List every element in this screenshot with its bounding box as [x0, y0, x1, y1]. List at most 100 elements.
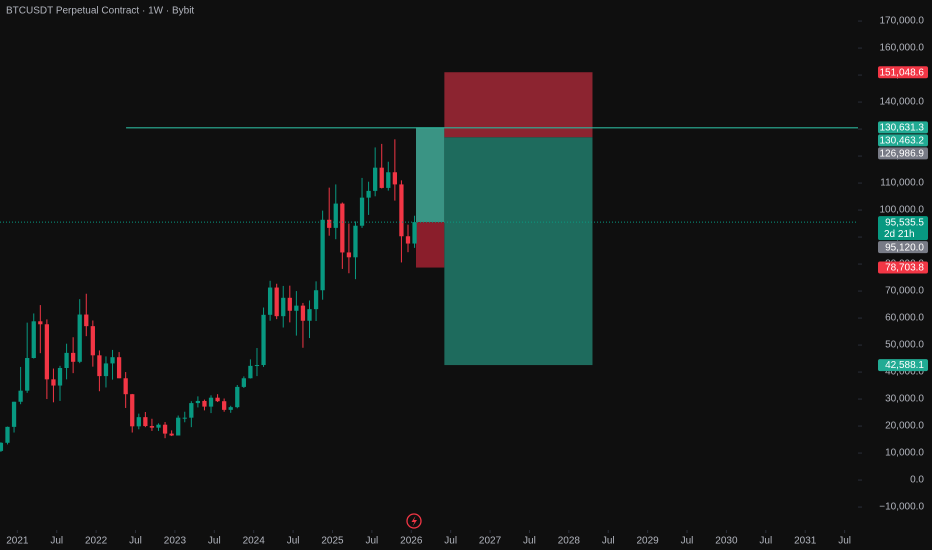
- chart-title: BTCUSDT Perpetual Contract · 1W · Bybit: [6, 6, 194, 17]
- candle-body: [313, 290, 319, 310]
- y-tick-label: 60,000.0: [885, 313, 924, 324]
- y-tick-label: 70,000.0: [885, 286, 924, 297]
- candle-body: [327, 219, 332, 228]
- x-tick-label: 2022: [85, 536, 108, 547]
- candle-body: [57, 368, 63, 386]
- y-tick-label: 30,000.0: [885, 394, 924, 405]
- candle-body: [64, 352, 69, 369]
- x-tick-label: Jul: [50, 536, 63, 547]
- candle-body: [84, 314, 89, 327]
- candle-body: [412, 222, 417, 244]
- price-label-box: [878, 66, 928, 79]
- x-tick-label: Jul: [838, 536, 851, 547]
- candle-body: [261, 314, 266, 366]
- candle-body: [176, 417, 181, 436]
- price-label-box: [878, 359, 928, 372]
- candle-body: [156, 424, 161, 428]
- candle-body: [31, 321, 36, 359]
- candle-body: [254, 365, 260, 367]
- y-tick-label: 110,000.0: [880, 178, 924, 189]
- candle-body: [103, 363, 109, 377]
- candle-body: [241, 378, 246, 387]
- grid-layer: [16, 20, 862, 533]
- x-tick-label: Jul: [129, 536, 142, 547]
- position-loss-zone: [416, 222, 445, 268]
- y-tick-label: −10,000.0: [879, 502, 924, 513]
- y-tick-label: 140,000.0: [880, 97, 925, 108]
- candle-body: [300, 305, 306, 321]
- y-tick-label: 100,000.0: [880, 205, 925, 216]
- candle-body: [44, 324, 50, 380]
- candle-body: [97, 355, 102, 377]
- price-label-box: [878, 241, 928, 254]
- marks-layer: [0, 72, 858, 452]
- candle-body: [228, 407, 233, 410]
- candle-body: [189, 403, 194, 418]
- candle-body: [5, 426, 10, 443]
- candle-body: [287, 297, 292, 311]
- candle-body: [51, 379, 56, 386]
- x-tick-label: Jul: [287, 536, 300, 547]
- y-tick-label: 50,000.0: [885, 340, 924, 351]
- y-tick-label: 10,000.0: [885, 448, 924, 459]
- y-tick-label: 40,000.0: [885, 367, 924, 378]
- candle-body: [274, 287, 279, 317]
- candle-body: [215, 397, 220, 402]
- candle-body: [267, 287, 273, 315]
- candle-body: [320, 219, 325, 291]
- position-loss-zone: [444, 72, 593, 138]
- x-tick-label: 2030: [715, 536, 738, 547]
- x-tick-label: Jul: [523, 536, 536, 547]
- x-tick-label: Jul: [365, 536, 378, 547]
- y-tick-label: 20,000.0: [885, 421, 924, 432]
- labels-layer: −10,000.0 0.0 10,000.0 20,000.0 30,000.0 40,0…: [6, 16, 928, 547]
- price-label-box: [878, 261, 928, 274]
- candle-body: [346, 252, 352, 258]
- x-tick-label: 2028: [558, 536, 581, 547]
- x-tick-label: 2024: [243, 536, 266, 547]
- price-label: 130,463.2: [880, 135, 925, 146]
- candle-body: [307, 309, 312, 321]
- candle-body: [359, 197, 365, 226]
- position-profit-zone: [444, 137, 593, 366]
- candle-body: [353, 225, 358, 258]
- candle-body: [11, 401, 17, 427]
- price-label-box: [878, 147, 928, 160]
- candle-body: [110, 357, 115, 364]
- candle-body: [77, 314, 82, 362]
- y-tick-label: 170,000.0: [880, 16, 925, 27]
- candle-body: [366, 190, 371, 198]
- x-tick-label: 2031: [794, 536, 817, 547]
- x-tick-label: 2026: [400, 536, 423, 547]
- candle-body: [71, 352, 76, 362]
- price-label-box: [878, 121, 928, 134]
- candle-body: [208, 397, 214, 407]
- price-label: 151,048.6: [880, 67, 925, 78]
- x-tick-label: Jul: [602, 536, 615, 547]
- price-label: 78,703.8: [885, 263, 924, 274]
- position-profit-zone: [416, 127, 445, 223]
- price-label-box: [878, 216, 928, 241]
- candle-body: [130, 394, 135, 427]
- candle-body: [90, 326, 95, 356]
- price-label: 130,631.3: [880, 122, 925, 133]
- candle-body: [169, 433, 174, 436]
- candle-body: [195, 400, 201, 404]
- price-label: 126,986.9: [880, 148, 925, 159]
- candle-body: [294, 305, 299, 311]
- price-label: 95,120.0: [885, 242, 924, 253]
- candle-body: [136, 417, 141, 427]
- candle-body: [25, 358, 30, 391]
- x-tick-label: 2027: [479, 536, 502, 547]
- x-tick-label: 2029: [637, 536, 660, 547]
- candle-body: [405, 236, 411, 244]
- candle-body: [116, 357, 122, 379]
- x-tick-label: 2025: [321, 536, 344, 547]
- candle-body: [162, 424, 168, 434]
- x-tick-label: Jul: [681, 536, 694, 547]
- price-label: 42,588.1: [885, 360, 924, 371]
- candle-body: [333, 203, 338, 228]
- candle-body: [143, 417, 148, 427]
- x-tick-label: Jul: [208, 536, 221, 547]
